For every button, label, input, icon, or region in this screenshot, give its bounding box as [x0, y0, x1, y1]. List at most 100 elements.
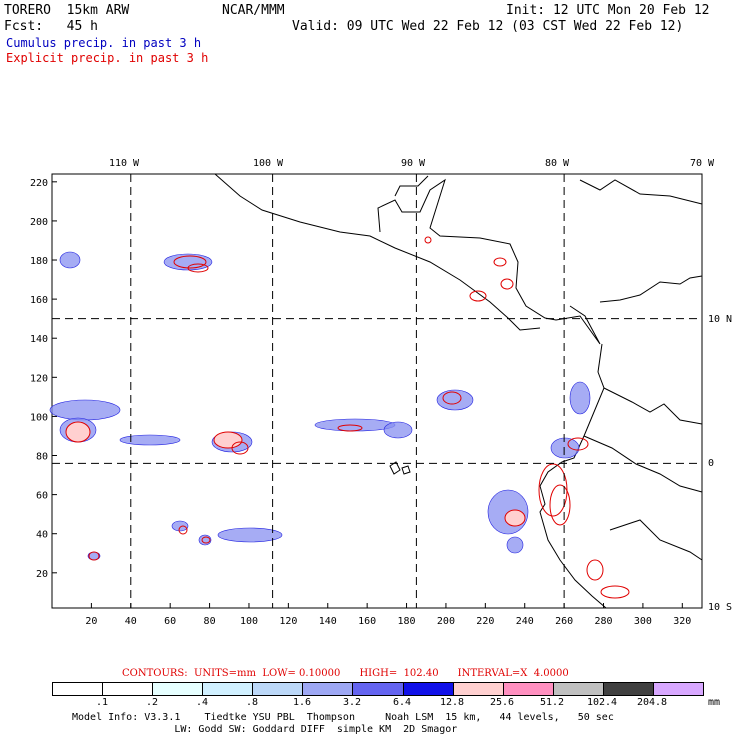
cumulus-cell	[550, 437, 580, 459]
colorbar-swatch	[303, 683, 354, 695]
x-tick-label: 140	[319, 616, 337, 627]
colorbar-swatch	[203, 683, 254, 695]
valid-time: Valid: 09 UTC Wed 22 Feb 12 (03 CST Wed …	[292, 19, 684, 34]
x-tick-label: 160	[358, 616, 376, 627]
colorbar-label: 204.8	[636, 697, 668, 708]
explicit-contour	[493, 257, 507, 267]
lon-label: 100 W	[253, 158, 284, 169]
coastlines	[214, 173, 703, 609]
colorbar	[52, 682, 704, 696]
y-tick-label: 100	[30, 412, 48, 423]
model-info: Model Info: V3.3.1 Tiedtke YSU PBL Thomp…	[72, 712, 614, 723]
explicit-contour	[586, 559, 604, 581]
explicit-field-label: Explicit precip. in past 3 h	[6, 51, 209, 65]
explicit-contour	[567, 437, 589, 451]
colorbar-swatch	[353, 683, 404, 695]
x-tick-label: 100	[240, 616, 258, 627]
colorbar-swatch	[53, 683, 104, 695]
colorbar-swatch	[103, 683, 154, 695]
init-time: Init: 12 UTC Mon 20 Feb 12	[506, 3, 710, 18]
model-title: TORERO 15km ARW	[4, 3, 130, 18]
cumulus-field-label: Cumulus precip. in past 3 h	[6, 36, 202, 50]
cumulus-cell	[59, 251, 81, 269]
cumulus-cell	[436, 389, 474, 411]
colorbar-swatch	[253, 683, 304, 695]
south-america-coast	[539, 343, 607, 609]
cuba-coast	[579, 179, 703, 205]
y-tick-label: 60	[36, 491, 48, 502]
x-tick-label: 300	[634, 616, 652, 627]
explicit-contour	[500, 278, 514, 290]
explicit-contour	[65, 421, 91, 443]
y-tick-label: 140	[30, 334, 48, 345]
organization-label: NCAR/MMM	[222, 3, 285, 18]
explicit-contour	[424, 236, 432, 244]
explicit-contour	[337, 424, 363, 432]
explicit-contour	[231, 441, 249, 455]
lon-label: 90 W	[401, 158, 426, 169]
colorbar-label: 12.8	[439, 697, 465, 708]
cumulus-cell	[383, 421, 413, 439]
map-frame	[51, 173, 703, 609]
contour-info: CONTOURS: UNITS=mm LOW= 0.10000 HIGH= 10…	[122, 668, 569, 679]
explicit-contour	[442, 391, 462, 405]
colorbar-label: 6.4	[392, 697, 412, 708]
x-tick-label: 20	[85, 616, 97, 627]
explicit-contour	[178, 525, 188, 535]
colorbar-unit: mm	[708, 697, 721, 708]
lat-label: 10 S	[708, 602, 732, 613]
colorbar-label: 51.2	[539, 697, 565, 708]
explicit-contour	[213, 431, 243, 449]
x-tick-label: 80	[204, 616, 216, 627]
colorbar-swatch	[153, 683, 204, 695]
interior-border-1	[603, 387, 703, 425]
x-tick-label: 40	[125, 616, 137, 627]
y-tick-label: 180	[30, 256, 48, 267]
x-tick-label: 200	[437, 616, 455, 627]
x-tick-label: 180	[398, 616, 416, 627]
y-tick-label: 220	[30, 178, 48, 189]
cumulus-cell	[49, 399, 121, 421]
explicit-contour	[549, 484, 571, 526]
lat-lon-grid	[52, 174, 702, 608]
y-tick-label: 160	[30, 295, 48, 306]
lon-label: 70 W	[690, 158, 715, 169]
colorbar-label: .4	[195, 697, 209, 708]
explicit-contour	[201, 536, 211, 544]
yucatan-coast	[394, 175, 429, 197]
cumulus-cell	[171, 520, 189, 532]
x-tick-label: 320	[673, 616, 691, 627]
colorbar-swatch	[453, 683, 504, 695]
cumulus-cell	[506, 536, 524, 554]
explicit-precip	[65, 236, 630, 599]
colorbar-label: 25.6	[489, 697, 515, 708]
forecast-hour: Fcst: 45 h	[4, 19, 98, 34]
lon-label: 110 W	[109, 158, 140, 169]
explicit-contour	[187, 263, 209, 273]
central-america-coast	[377, 178, 601, 345]
x-tick-label: 280	[594, 616, 612, 627]
caribbean-coast	[599, 275, 703, 303]
cumulus-cell	[163, 253, 213, 271]
cumulus-cell	[198, 534, 212, 546]
y-tick-label: 80	[36, 452, 48, 463]
colorbar-label: .2	[145, 697, 159, 708]
x-tick-label: 220	[476, 616, 494, 627]
cumulus-cell	[217, 527, 283, 543]
explicit-contour	[504, 509, 526, 527]
model-physics: LW: Godd SW: Goddard DIFF simple KM 2D S…	[72, 724, 458, 735]
colorbar-label: .8	[245, 697, 259, 708]
colorbar-label: 1.6	[292, 697, 312, 708]
colorbar-swatch	[503, 683, 554, 695]
interior-border-2	[583, 435, 703, 493]
colorbar-label: 3.2	[342, 697, 362, 708]
colorbar-swatch	[403, 683, 454, 695]
interior-border-3	[609, 519, 703, 561]
mexico-coast	[214, 173, 541, 331]
y-tick-label: 40	[36, 530, 48, 541]
explicit-contour	[600, 585, 630, 599]
lat-label: 0	[708, 458, 714, 469]
y-tick-label: 20	[36, 569, 48, 580]
x-axis: 20 40 60 80 100 120 140 160 180 200 220 240 260 280 30…	[85, 603, 691, 627]
